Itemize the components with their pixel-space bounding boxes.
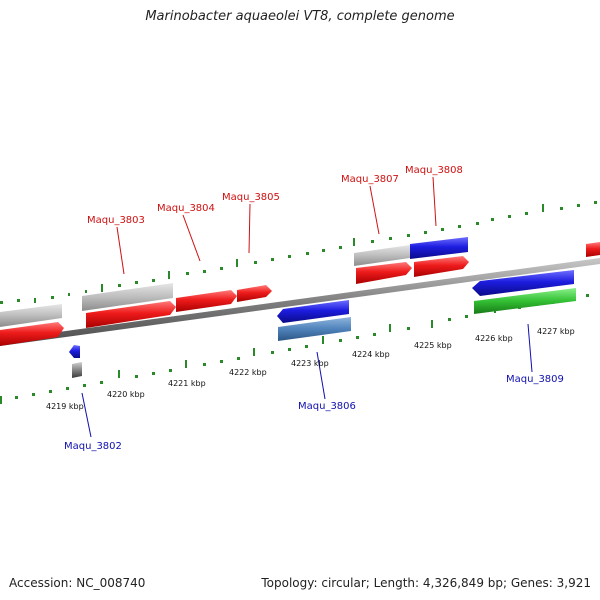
- gene-label-maqu-3808[interactable]: Maqu_3808: [405, 165, 463, 176]
- gene-label-maqu-3809[interactable]: Maqu_3809: [506, 374, 564, 385]
- gene-label-maqu-3803[interactable]: Maqu_3803: [87, 215, 145, 226]
- gene-arrow-red-3808[interactable]: [414, 256, 469, 277]
- upper-tick-row: [0, 201, 597, 304]
- scale-label-4219: 4219 kbp: [46, 402, 84, 411]
- gene-arrow-red-3807[interactable]: [356, 262, 412, 284]
- top-label-connectors: [116, 176, 437, 275]
- gene-arrow-red-left[interactable]: [0, 322, 64, 346]
- gene-box-dark-3802[interactable]: [72, 362, 82, 378]
- scale-label-4220: 4220 kbp: [107, 390, 145, 399]
- scale-label-4226: 4226 kbp: [475, 334, 513, 343]
- scale-label-4224: 4224 kbp: [352, 350, 390, 359]
- gene-box-gray-3803[interactable]: [82, 283, 173, 311]
- scale-label-4221: 4221 kbp: [168, 379, 206, 388]
- accession-text: Accession: NC_008740: [9, 576, 146, 590]
- gene-box-green-3809[interactable]: [474, 288, 576, 314]
- genome-info-text: Topology: circular; Length: 4,326,849 bp…: [261, 576, 591, 590]
- scale-label-4225: 4225 kbp: [414, 341, 452, 350]
- gene-label-maqu-3804[interactable]: Maqu_3804: [157, 203, 215, 214]
- scale-label-4222: 4222 kbp: [229, 368, 267, 377]
- gene-label-maqu-3806[interactable]: Maqu_3806: [298, 401, 356, 412]
- gene-box-blue-3808[interactable]: [410, 237, 468, 259]
- gene-arrow-red-3805[interactable]: [237, 285, 272, 302]
- scale-label-4227: 4227 kbp: [537, 327, 575, 336]
- scale-label-4223: 4223 kbp: [291, 359, 329, 368]
- gene-box-gray-left[interactable]: [0, 304, 62, 327]
- gene-arrow-blue-3806[interactable]: [277, 300, 349, 323]
- genome-backbone: [0, 258, 600, 346]
- gene-box-steel-3806[interactable]: [278, 317, 351, 341]
- gene-label-maqu-3802[interactable]: Maqu_3802: [64, 441, 122, 452]
- gene-arrow-blue-3802[interactable]: [69, 345, 80, 358]
- gene-arrow-red-right[interactable]: [586, 242, 600, 257]
- gene-label-maqu-3805[interactable]: Maqu_3805: [222, 192, 280, 203]
- gene-arrow-red-3803[interactable]: [86, 301, 176, 328]
- gene-box-gray-3807[interactable]: [354, 245, 410, 266]
- gene-arrow-blue-3809[interactable]: [472, 270, 574, 296]
- gene-label-maqu-3807[interactable]: Maqu_3807: [341, 174, 399, 185]
- gene-arrow-red-3804[interactable]: [176, 290, 237, 312]
- genome-title: Marinobacter aquaeolei VT8, complete gen…: [145, 9, 455, 24]
- bottom-label-connectors: [81, 323, 533, 438]
